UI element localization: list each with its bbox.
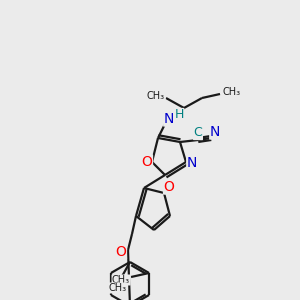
Text: C: C	[194, 127, 202, 140]
Text: CH₃: CH₃	[223, 87, 241, 97]
Text: CH₃: CH₃	[112, 275, 130, 285]
Text: N: N	[187, 156, 197, 170]
Text: N: N	[210, 125, 220, 139]
Text: CH₃: CH₃	[109, 283, 127, 293]
Text: O: O	[164, 180, 174, 194]
Text: CH₃: CH₃	[147, 91, 165, 101]
Text: O: O	[142, 155, 152, 169]
Text: N: N	[164, 112, 174, 126]
Text: O: O	[116, 245, 126, 259]
Text: H: H	[174, 109, 184, 122]
